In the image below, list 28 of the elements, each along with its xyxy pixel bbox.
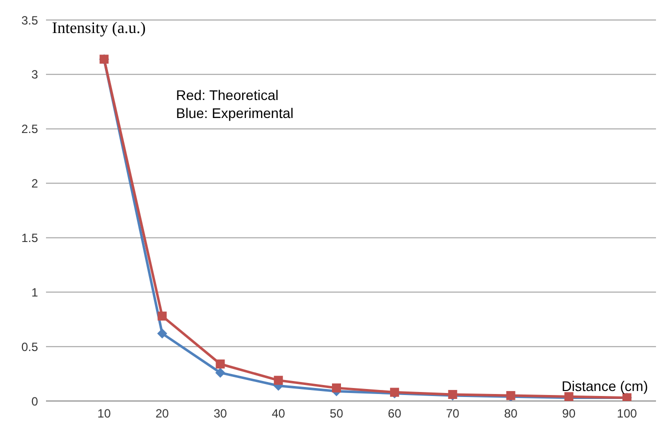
y-tick-label: 1	[31, 285, 38, 300]
x-tick-label: 100	[616, 406, 638, 421]
y-tick-label: 3	[31, 68, 38, 82]
y-tick-label: 0.5	[21, 340, 38, 354]
x-tick-label: 70	[446, 406, 460, 421]
x-axis-title: Distance (cm)	[562, 378, 648, 394]
point	[157, 328, 168, 339]
y-tick-label: 2	[31, 176, 38, 191]
x-tick-label: 60	[388, 406, 402, 421]
x-tick-label: 90	[562, 406, 576, 421]
x-tick-label: 10	[97, 406, 112, 421]
annotation: Blue: Experimental	[176, 104, 294, 122]
annotation: Red: Theoretical	[176, 86, 280, 104]
x-tick-label: 50	[330, 406, 344, 421]
x-tick-label: 80	[504, 406, 518, 421]
x-tick-label: 30	[214, 406, 228, 421]
point	[158, 312, 167, 321]
point	[332, 383, 341, 392]
y-tick-label: 0	[31, 394, 38, 408]
x-tick-label: 40	[272, 406, 286, 421]
x-tick-label: 20	[156, 406, 170, 421]
point	[215, 368, 226, 378]
y-axis-title: Intensity (a.u.)	[52, 20, 146, 38]
y-tick-label: 2.5	[21, 122, 38, 136]
y-tick-label: 3.5	[21, 13, 38, 28]
point	[274, 376, 283, 385]
point	[216, 359, 225, 368]
y-tick-label: 1.5	[21, 230, 38, 245]
